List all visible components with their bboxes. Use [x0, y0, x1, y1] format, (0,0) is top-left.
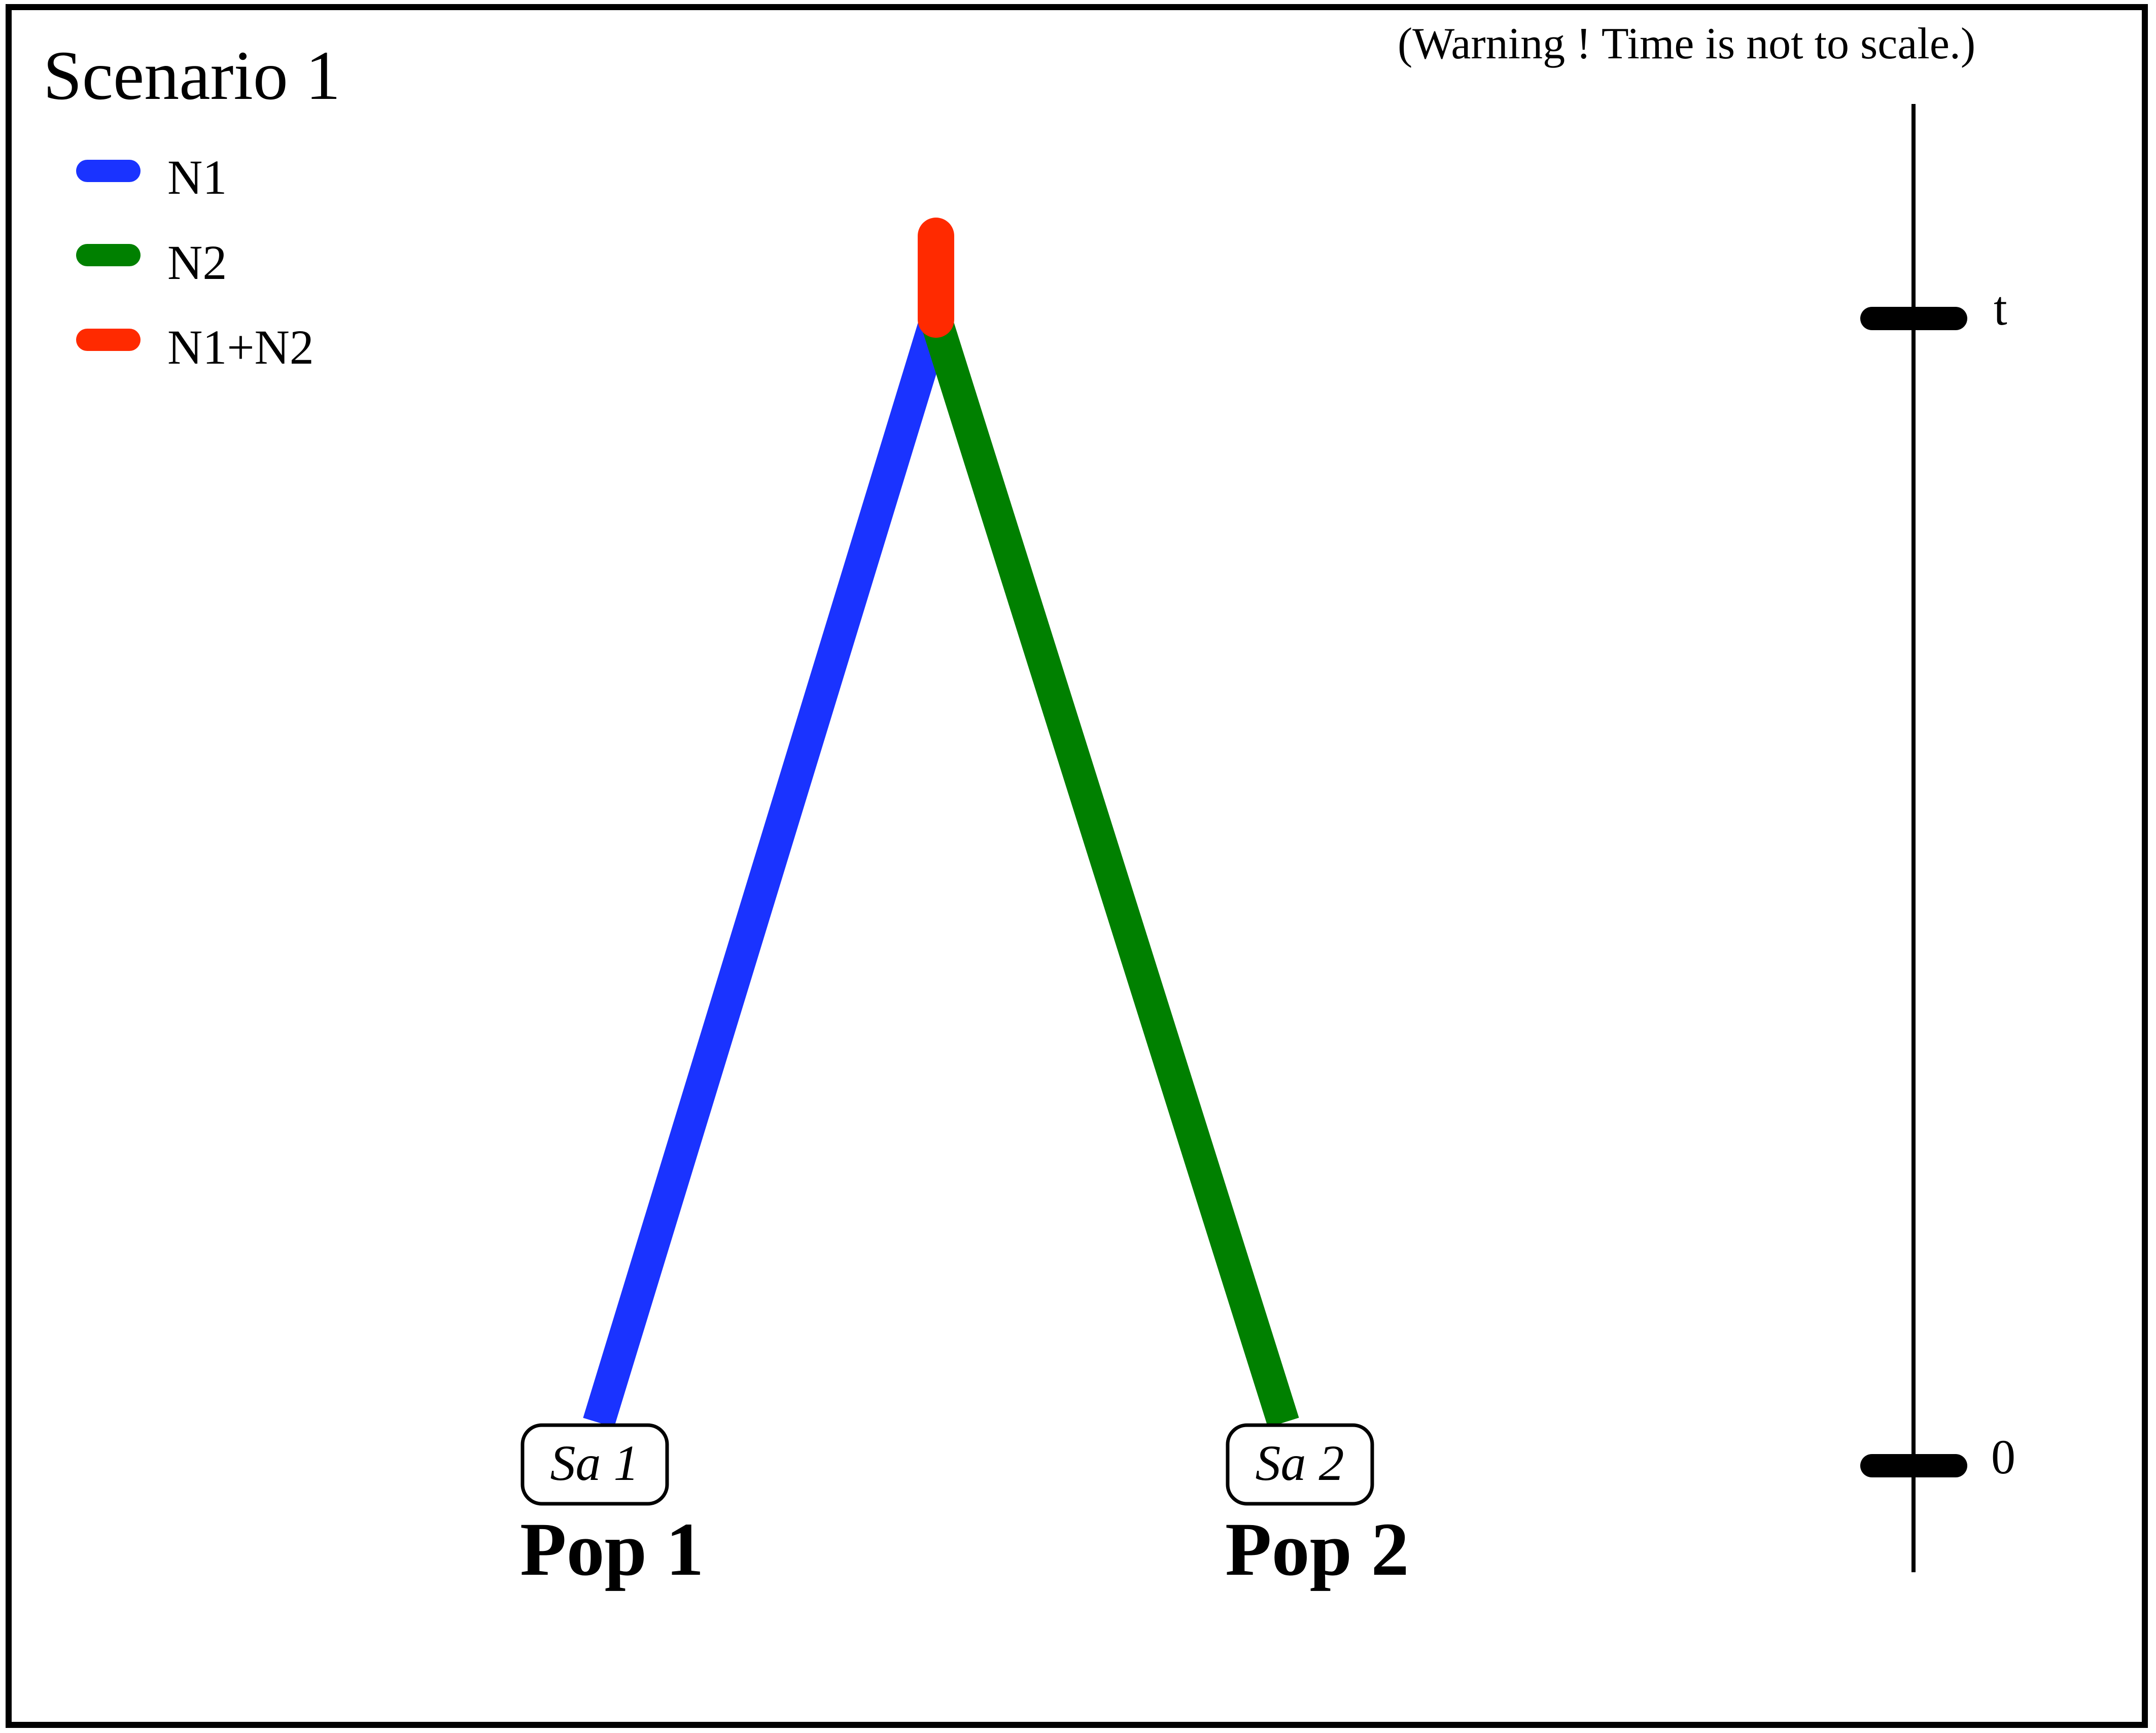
- population-tree: [583, 218, 1299, 1428]
- sample-box-sa2: Sa 2: [1226, 1423, 1374, 1506]
- population-label-pop2: Pop 2: [1225, 1507, 1409, 1591]
- sample-label-sa2: Sa 2: [1256, 1435, 1344, 1491]
- time-tick-label-0: 0: [1991, 1430, 2015, 1484]
- time-tick-label-t: t: [1994, 281, 2007, 335]
- population-label-pop1: Pop 1: [520, 1507, 704, 1591]
- branch-n2: [920, 314, 1299, 1428]
- sample-box-sa1: Sa 1: [520, 1423, 669, 1506]
- legend-label-n1n2: N1+N2: [167, 320, 314, 374]
- legend: N1 N2 N1+N2: [76, 150, 314, 374]
- time-scale-warning: (Warning ! Time is not to scale.): [1398, 19, 1975, 68]
- branch-n1: [583, 314, 952, 1428]
- sample-label-sa1: Sa 1: [550, 1435, 639, 1491]
- legend-label-n2: N2: [167, 235, 227, 290]
- legend-item-n1n2: N1+N2: [76, 320, 314, 374]
- sample-box-sa1-frame: [520, 1423, 669, 1506]
- sample-box-sa2-frame: [1226, 1423, 1374, 1506]
- diagram-title: Scenario 1: [43, 37, 340, 114]
- legend-item-n2: N2: [76, 235, 227, 290]
- legend-item-n1: N1: [76, 150, 227, 204]
- diagram-frame: [6, 4, 2148, 1728]
- legend-label-n1: N1: [167, 150, 227, 204]
- time-axis: t 0: [1860, 104, 2015, 1572]
